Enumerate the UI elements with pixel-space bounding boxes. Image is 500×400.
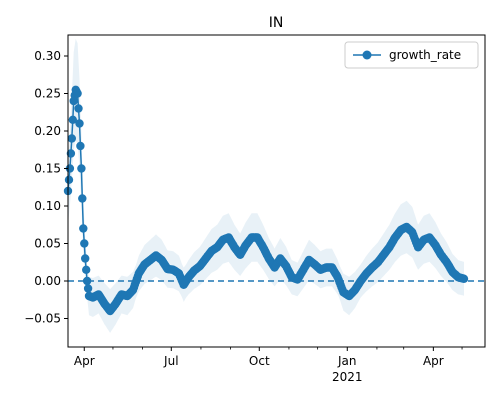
growth-rate-point: [74, 104, 83, 113]
y-tick-label: 0.30: [34, 49, 61, 63]
y-tick-label: −0.05: [24, 312, 61, 326]
x-tick-year-label: 2021: [332, 370, 363, 384]
growth-rate-point: [64, 175, 74, 184]
y-tick-label: 0.25: [34, 87, 61, 101]
y-tick-label: 0.00: [34, 274, 61, 288]
chart-title: IN: [269, 15, 284, 31]
y-tick-label: 0.20: [34, 124, 61, 138]
y-tick-label: 0.15: [34, 162, 61, 176]
x-tick-label: Jul: [163, 354, 178, 368]
confidence-band: [68, 38, 464, 333]
legend: growth_rate: [344, 41, 479, 69]
growth-rate-point: [83, 284, 93, 293]
growth-rate-point: [66, 149, 76, 158]
growth-rate-point: [67, 134, 77, 143]
growth-rate-point: [459, 274, 469, 283]
growth-rate-point: [76, 141, 85, 151]
legend-marker-swatch: [362, 50, 372, 60]
growth-rate-point: [68, 115, 78, 125]
x-tick-label: Apr: [423, 354, 444, 368]
growth-rate-point: [73, 89, 82, 98]
growth-rate-point: [82, 265, 91, 274]
growth-rate-point: [80, 239, 89, 248]
legend-box: [344, 41, 479, 69]
x-tick-label: Apr: [74, 354, 95, 368]
plot-frame: [67, 34, 486, 348]
uncertainty-band: [68, 38, 464, 333]
axes: −0.05 0.00 0.05 0.10 0.15 0.20 0.25 0.30 Apr Jul O…: [24, 34, 486, 384]
series-layer: [63, 85, 469, 316]
growth-rate-point: [79, 224, 88, 233]
y-tick-label: 0.05: [34, 237, 61, 251]
x-tick-label: Oct: [249, 354, 270, 368]
growth-rate-point: [82, 276, 92, 286]
y-tick-label: 0.10: [34, 199, 61, 213]
growth-rate-point: [75, 119, 84, 128]
x-tick-label: Jan: [337, 354, 357, 368]
legend-label: growth_rate: [389, 48, 461, 62]
growth-rate-point: [78, 194, 87, 203]
growth-rate-point: [81, 254, 90, 263]
growth-rate-point: [77, 164, 86, 173]
